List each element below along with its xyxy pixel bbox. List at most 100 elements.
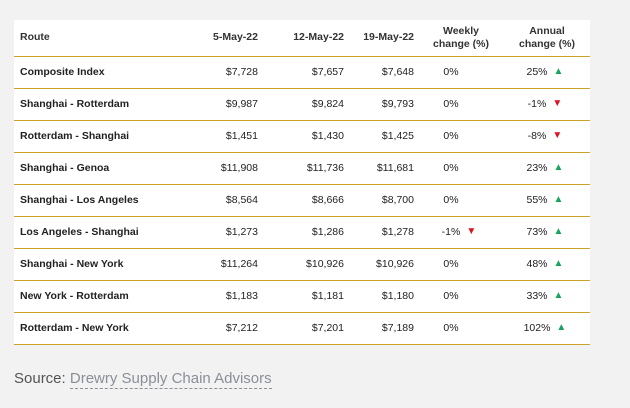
route-cell: Los Angeles - Shanghai bbox=[14, 216, 190, 249]
table-row: Shanghai - Los Angeles $8,564 $8,666 $8,700… bbox=[14, 184, 590, 217]
weekly-change-cell: 0%▲ bbox=[418, 184, 504, 217]
annual-change-cell: 23% ▲ bbox=[504, 152, 590, 185]
triangle-down-icon: ▼ bbox=[552, 130, 563, 141]
rate-cell-date-3: $7,189 bbox=[348, 312, 418, 345]
header-weekly-line1: Weekly bbox=[443, 24, 479, 37]
source-link[interactable]: Drewry Supply Chain Advisors bbox=[69, 370, 272, 389]
source-prefix: Source: bbox=[14, 370, 70, 387]
rates-table-card: Route 5-May-22 12-May-22 19-May-22 Weekl… bbox=[14, 20, 590, 345]
rate-cell-date-2: $11,736 bbox=[262, 152, 348, 185]
change-wrap: -1% ▼ bbox=[528, 98, 567, 110]
header-date-2: 12-May-22 bbox=[262, 20, 348, 57]
change-value: 0% bbox=[443, 162, 459, 174]
change-wrap: 55% ▲ bbox=[526, 194, 567, 206]
change-value: 0% bbox=[443, 66, 459, 78]
change-value: 48% bbox=[526, 258, 548, 270]
table-row: Shanghai - New York $11,264 $10,926 $10,926… bbox=[14, 248, 590, 281]
header-route: Route bbox=[14, 20, 190, 57]
change-value: 102% bbox=[523, 322, 551, 334]
weekly-change-cell: 0%▲ bbox=[418, 248, 504, 281]
rate-cell-date-2: $1,430 bbox=[262, 120, 348, 153]
annual-change-cell: -8% ▼ bbox=[504, 120, 590, 153]
route-cell: Composite Index bbox=[14, 56, 190, 89]
table-row: Los Angeles - Shanghai $1,273 $1,286 $1,278… bbox=[14, 216, 590, 249]
change-wrap: 33% ▲ bbox=[526, 290, 567, 302]
rate-cell-date-1: $9,987 bbox=[190, 88, 262, 121]
rate-cell-date-2: $1,286 bbox=[262, 216, 348, 249]
table-row: Shanghai - Genoa$11,908$11,736$11,6810%▲… bbox=[14, 152, 590, 185]
route-cell: Shanghai - Rotterdam bbox=[14, 88, 190, 121]
change-wrap: 23% ▲ bbox=[526, 162, 567, 174]
rate-cell-date-2: $7,657 bbox=[262, 56, 348, 89]
rate-cell-date-3: $8,700 bbox=[348, 184, 418, 217]
rate-cell-date-1: $11,264 bbox=[190, 248, 262, 281]
change-wrap: 73% ▲ bbox=[526, 226, 567, 238]
change-wrap: 0%▲ bbox=[443, 258, 478, 270]
change-value: 0% bbox=[443, 290, 459, 302]
change-wrap: 102% ▲ bbox=[524, 322, 571, 334]
header-date-1: 5-May-22 bbox=[190, 20, 262, 57]
rate-cell-date-2: $7,201 bbox=[262, 312, 348, 345]
freight-rates-table: Route 5-May-22 12-May-22 19-May-22 Weekl… bbox=[14, 20, 590, 345]
rate-cell-date-3: $1,180 bbox=[348, 280, 418, 313]
change-wrap: -8% ▼ bbox=[528, 130, 567, 142]
rate-cell-date-1: $1,183 bbox=[190, 280, 262, 313]
route-cell: Shanghai - Los Angeles bbox=[14, 184, 190, 217]
route-cell: Rotterdam - Shanghai bbox=[14, 120, 190, 153]
change-wrap: 25% ▲ bbox=[526, 66, 567, 78]
table-header-row: Route 5-May-22 12-May-22 19-May-22 Weekl… bbox=[14, 20, 590, 57]
annual-change-cell: 33% ▲ bbox=[504, 280, 590, 313]
annual-change-cell: 55% ▲ bbox=[504, 184, 590, 217]
route-cell: Shanghai - New York bbox=[14, 248, 190, 281]
rate-cell-date-3: $1,425 bbox=[348, 120, 418, 153]
header-date-3: 19-May-22 bbox=[348, 20, 418, 57]
change-wrap: 0%▲ bbox=[443, 130, 478, 142]
rate-cell-date-3: $7,648 bbox=[348, 56, 418, 89]
header-annual-line1: Annual bbox=[529, 24, 565, 37]
rate-cell-date-1: $7,728 bbox=[190, 56, 262, 89]
header-weekly-change: Weekly change (%) bbox=[418, 20, 504, 57]
change-value: 0% bbox=[443, 322, 459, 334]
change-value: 73% bbox=[526, 226, 548, 238]
change-value: 0% bbox=[443, 194, 459, 206]
change-wrap: -1% ▼ bbox=[442, 226, 481, 238]
table-row: Rotterdam - New York $7,212 $7,201 $7,189 0%… bbox=[14, 312, 590, 345]
triangle-up-icon: ▲ bbox=[553, 162, 564, 173]
annual-change-cell: 73% ▲ bbox=[504, 216, 590, 249]
change-wrap: 0%▲ bbox=[443, 98, 478, 110]
change-value: 55% bbox=[526, 194, 548, 206]
change-wrap: 0%▲ bbox=[443, 322, 478, 334]
change-wrap: 0%▲ bbox=[443, 162, 478, 174]
rate-cell-date-1: $1,273 bbox=[190, 216, 262, 249]
change-value: 23% bbox=[526, 162, 548, 174]
change-value: -1% bbox=[441, 226, 461, 238]
source-note: Source: Drewry Supply Chain Advisors bbox=[14, 370, 272, 389]
route-cell: Rotterdam - New York bbox=[14, 312, 190, 345]
rate-cell-date-2: $8,666 bbox=[262, 184, 348, 217]
triangle-up-icon: ▲ bbox=[553, 290, 564, 301]
weekly-change-cell: 0%▲ bbox=[418, 56, 504, 89]
rate-cell-date-1: $7,212 bbox=[190, 312, 262, 345]
triangle-up-icon: ▲ bbox=[553, 258, 564, 269]
table-row: Composite Index$7,728$7,657$7,648 0%▲ 25% ▲ bbox=[14, 56, 590, 89]
rate-cell-date-3: $11,681 bbox=[348, 152, 418, 185]
annual-change-cell: 102% ▲ bbox=[504, 312, 590, 345]
triangle-up-icon: ▲ bbox=[553, 66, 564, 77]
triangle-up-icon: ▲ bbox=[553, 194, 564, 205]
rate-cell-date-2: $1,181 bbox=[262, 280, 348, 313]
rate-cell-date-3: $9,793 bbox=[348, 88, 418, 121]
rate-cell-date-2: $10,926 bbox=[262, 248, 348, 281]
change-wrap: 0%▲ bbox=[443, 66, 478, 78]
change-value: 25% bbox=[526, 66, 548, 78]
annual-change-cell: 48% ▲ bbox=[504, 248, 590, 281]
triangle-up-icon: ▲ bbox=[553, 226, 564, 237]
change-value: 0% bbox=[443, 258, 459, 270]
change-value: -1% bbox=[527, 98, 547, 110]
weekly-change-cell: 0%▲ bbox=[418, 312, 504, 345]
table-row: New York - Rotterdam $1,183 $1,181 $1,180 0%… bbox=[14, 280, 590, 313]
weekly-change-cell: 0%▲ bbox=[418, 88, 504, 121]
weekly-change-cell: 0%▲ bbox=[418, 280, 504, 313]
annual-change-cell: -1% ▼ bbox=[504, 88, 590, 121]
header-annual-change: Annual change (%) bbox=[504, 20, 590, 57]
route-cell: Shanghai - Genoa bbox=[14, 152, 190, 185]
